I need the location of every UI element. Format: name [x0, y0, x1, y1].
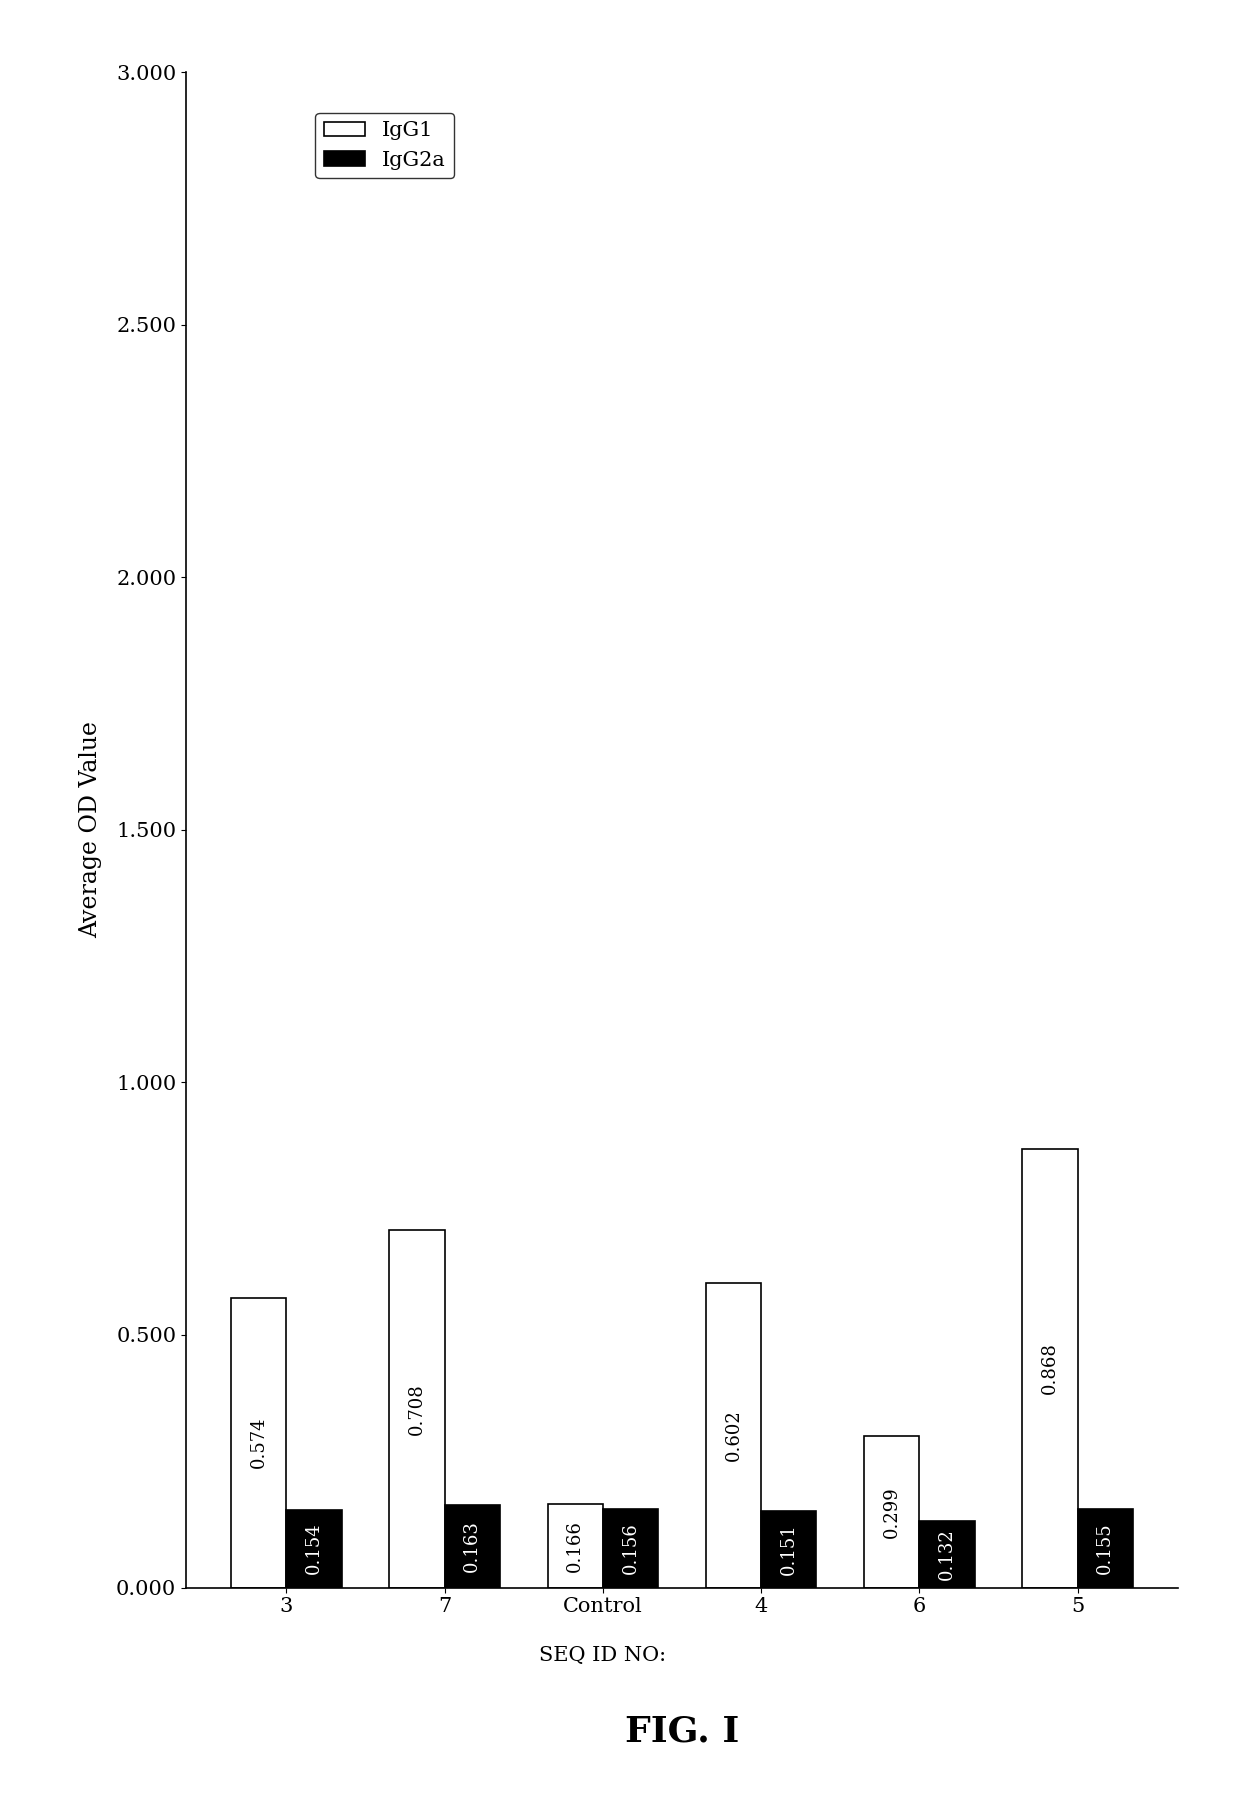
- Bar: [706, 1283, 761, 1588]
- Bar: [548, 1505, 603, 1588]
- Text: 0.151: 0.151: [780, 1524, 797, 1575]
- Legend: IgG1, IgG2a: IgG1, IgG2a: [315, 114, 454, 179]
- Bar: [445, 1505, 500, 1588]
- Bar: [603, 1508, 658, 1588]
- Text: 0.163: 0.163: [464, 1521, 481, 1573]
- Bar: [231, 1297, 286, 1588]
- Text: 0.154: 0.154: [305, 1523, 324, 1575]
- Text: 0.574: 0.574: [249, 1416, 268, 1468]
- Bar: [1022, 1149, 1078, 1588]
- Text: 0.132: 0.132: [937, 1528, 956, 1580]
- Bar: [864, 1436, 919, 1588]
- Bar: [919, 1521, 975, 1588]
- Bar: [389, 1230, 445, 1588]
- Bar: [286, 1510, 342, 1588]
- Text: 0.166: 0.166: [567, 1519, 584, 1571]
- Text: 0.299: 0.299: [883, 1486, 900, 1537]
- Bar: [761, 1512, 816, 1588]
- Text: 0.708: 0.708: [408, 1384, 427, 1434]
- Text: 0.602: 0.602: [724, 1409, 743, 1461]
- Y-axis label: Average OD Value: Average OD Value: [79, 722, 102, 938]
- Text: 0.156: 0.156: [621, 1523, 640, 1575]
- Text: 0.868: 0.868: [1040, 1342, 1059, 1394]
- Text: FIG. I: FIG. I: [625, 1716, 739, 1748]
- Text: 0.155: 0.155: [1096, 1523, 1115, 1575]
- Text: SEQ ID NO:: SEQ ID NO:: [539, 1645, 666, 1665]
- Bar: [1078, 1510, 1133, 1588]
